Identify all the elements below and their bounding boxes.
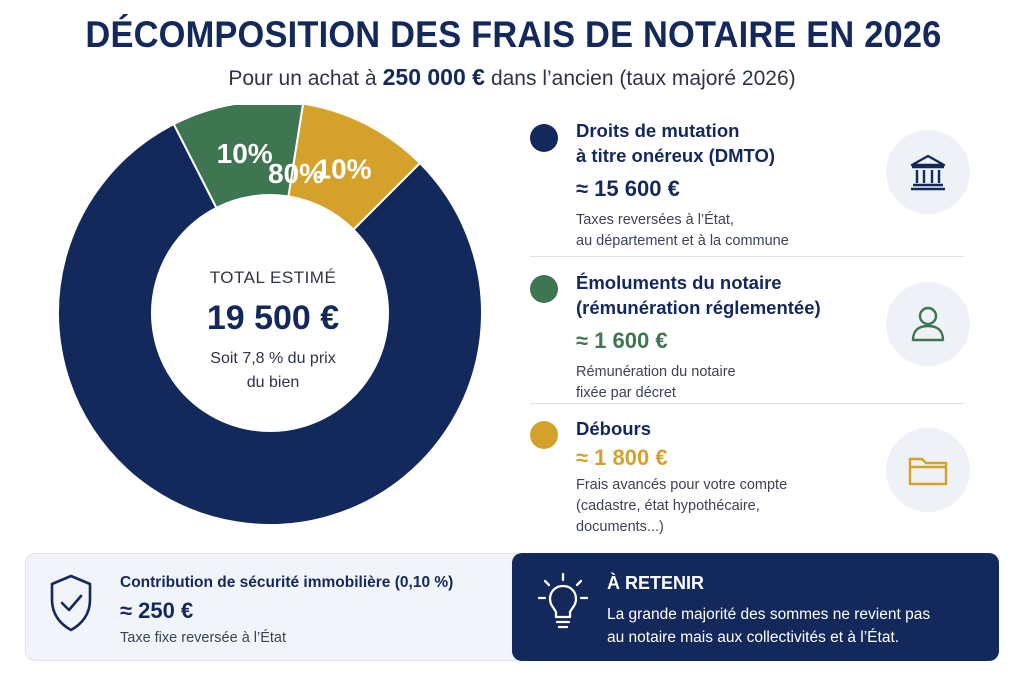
center-note-line1: Soit 7,8 % du prix: [210, 350, 335, 367]
legend-dot-dmto: [530, 124, 558, 152]
legend-amount-emoluments: ≈ 1 600 €: [576, 328, 668, 353]
legend-title-dmto-line1: Droits de mutation: [576, 120, 740, 141]
subtitle-amount: 250 000 €: [382, 64, 485, 90]
legend-amount-debours: ≈ 1 800 €: [576, 445, 668, 470]
legend-desc-dmto-line1: Taxes reversées à l’État,: [576, 212, 734, 228]
retenir-text-line2: au notaire mais aux collectivités et à l…: [607, 629, 900, 646]
legend-desc-debours-line3: documents...): [576, 519, 664, 535]
legend-item-dmto: Droits de mutation à titre onéreux (DMTO…: [530, 118, 970, 249]
legend-title-emoluments-line2: (rémunération réglementée): [576, 297, 821, 318]
retenir-box: À RETENIR La grande majorité des sommes …: [512, 553, 999, 661]
legend-dot-emoluments: [530, 275, 558, 303]
page-subtitle: Pour un achat à 250 000 € dans l’ancien (t…: [0, 64, 1024, 91]
contribution-amount: ≈ 250 €: [120, 598, 194, 623]
legend-desc-emoluments-line1: Rémunération du notaire: [576, 364, 736, 380]
legend-desc-dmto: Taxes reversées à l’État, au département…: [576, 210, 876, 252]
bank-icon-circle: [886, 130, 970, 214]
slice-label-emoluments: 10%: [217, 138, 273, 169]
subtitle-after: dans l’ancien (taux majoré 2026): [490, 67, 796, 90]
center-total: 19 500 €: [207, 299, 339, 337]
legend-item-debours: Débours ≈ 1 800 € Frais avancés pour vot…: [530, 416, 970, 541]
contribution-desc: Taxe fixe reversée à l’État: [120, 630, 287, 646]
legend-desc-dmto-line2: au département et à la commune: [576, 233, 789, 249]
folder-icon: [908, 457, 948, 486]
retenir-text-line1: La grande majorité des sommes ne revient…: [607, 606, 931, 623]
retenir-title: À RETENIR: [607, 573, 705, 593]
lightbulb-icon: [537, 572, 589, 629]
center-label: TOTAL ESTIMÉ: [210, 268, 337, 287]
subtitle-before: Pour un achat à: [228, 67, 377, 90]
legend-divider-2: [530, 403, 964, 404]
legend-divider-1: [530, 256, 964, 257]
legend-desc-debours-line2: (cadastre, état hypothécaire,: [576, 498, 760, 514]
folder-icon-circle: [886, 428, 970, 512]
user-icon: [911, 306, 945, 342]
slice-emoluments: [172, 105, 304, 210]
shield-check-icon: [50, 574, 92, 632]
bank-icon: [910, 154, 946, 191]
slice-label-dmto: 80%: [268, 158, 324, 189]
legend-dot-debours: [530, 421, 558, 449]
slice-label-debours: 10%: [316, 154, 372, 185]
legend-amount-dmto: ≈ 15 600 €: [576, 176, 680, 201]
slice-debours: [287, 105, 422, 231]
legend-desc-emoluments-line2: fixée par décret: [576, 385, 676, 401]
retenir-text: La grande majorité des sommes ne revient…: [607, 603, 987, 649]
center-note-line2: du bien: [247, 374, 300, 391]
page-title: DÉCOMPOSITION DES FRAIS DE NOTAIRE EN 20…: [85, 14, 942, 55]
legend-title-dmto-line2: à titre onéreux (DMTO): [576, 145, 776, 166]
contribution-title: Contribution de sécurité immobilière (0,…: [120, 574, 454, 591]
legend-title-debours: Débours: [576, 418, 652, 439]
legend-desc-debours: Frais avancés pour votre compte (cadastr…: [576, 475, 876, 538]
donut-chart: 80%10% 10% TOTAL ESTIMÉ 19 500 € Soit 7,8…: [57, 105, 483, 526]
user-icon-circle: [886, 282, 970, 366]
slice-dmto: [57, 122, 483, 526]
legend-desc-debours-line1: Frais avancés pour votre compte: [576, 477, 788, 493]
legend-desc-emoluments: Rémunération du notaire fixée par décret: [576, 362, 876, 404]
contribution-box: Contribution de sécurité immobilière (0,…: [25, 553, 525, 661]
legend-item-emoluments: Émoluments du notaire (rémunération régl…: [530, 270, 970, 401]
legend-title-emoluments-line1: Émoluments du notaire: [576, 272, 782, 293]
